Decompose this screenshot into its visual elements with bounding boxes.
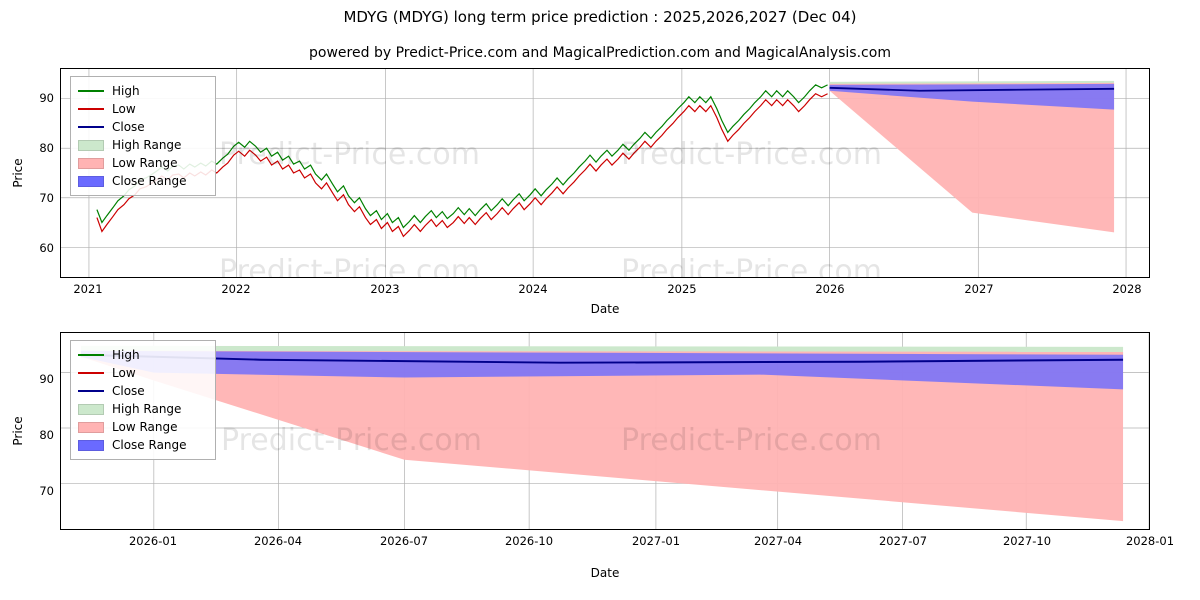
legend-label-low-range: Low Range: [112, 420, 178, 434]
bottom-x-axis-label: Date: [590, 566, 620, 580]
legend-key-close-range-icon: [78, 439, 104, 451]
legend-label-high-range: High Range: [112, 402, 182, 416]
top-xtick-2027: 2027: [964, 282, 994, 296]
bottom-xtick-2027-10: 2027-10: [1002, 534, 1052, 548]
bottom-ytick-90: 90: [39, 372, 54, 386]
legend-key-low-icon: [78, 103, 104, 115]
top-chart-legend: High Low Close High Range Low Range Clos…: [70, 76, 216, 196]
top-chart-plot: [61, 69, 1149, 277]
top-xtick-2026: 2026: [815, 282, 845, 296]
legend-item-close: Close: [78, 382, 207, 400]
legend-item-close-range: Close Range: [78, 172, 207, 190]
legend-label-close-range: Close Range: [112, 174, 187, 188]
legend-key-close-icon: [78, 121, 104, 133]
bottom-xtick-2027-01: 2027-01: [631, 534, 681, 548]
bottom-xtick-2028-01: 2028-01: [1125, 534, 1175, 548]
legend-key-high-range-icon: [78, 403, 104, 415]
legend-item-high: High: [78, 82, 207, 100]
bottom-xtick-2027-07: 2027-07: [878, 534, 928, 548]
page-title: MDYG (MDYG) long term price prediction :…: [343, 8, 857, 26]
legend-item-close: Close: [78, 118, 207, 136]
legend-key-close-icon: [78, 385, 104, 397]
legend-item-close-range: Close Range: [78, 436, 207, 454]
legend-item-high-range: High Range: [78, 400, 207, 418]
legend-item-low: Low: [78, 364, 207, 382]
legend-item-low-range: Low Range: [78, 154, 207, 172]
bottom-chart-legend: High Low Close High Range Low Range Clos…: [70, 340, 216, 460]
top-y-axis-label: Price: [11, 158, 25, 188]
legend-key-close-range-icon: [78, 175, 104, 187]
top-xtick-2028: 2028: [1112, 282, 1142, 296]
legend-label-close: Close: [112, 120, 145, 134]
legend-label-low: Low: [112, 366, 136, 380]
top-xtick-2023: 2023: [370, 282, 400, 296]
bottom-xtick-2026-07: 2026-07: [379, 534, 429, 548]
legend-label-high: High: [112, 84, 140, 98]
legend-label-low: Low: [112, 102, 136, 116]
legend-key-high-range-icon: [78, 139, 104, 151]
bottom-xtick-2026-10: 2026-10: [504, 534, 554, 548]
top-xtick-2025: 2025: [667, 282, 697, 296]
top-xtick-2021: 2021: [73, 282, 103, 296]
top-ytick-80: 80: [39, 141, 54, 155]
top-chart-panel: Predict-Price.com Predict-Price.com Pred…: [60, 68, 1150, 278]
legend-item-high: High: [78, 346, 207, 364]
legend-key-high-icon: [78, 349, 104, 361]
legend-label-high-range: High Range: [112, 138, 182, 152]
bottom-chart-panel: Predict-Price.com Predict-Price.com: [60, 332, 1150, 530]
bottom-ytick-70: 70: [39, 484, 54, 498]
top-ytick-60: 60: [39, 241, 54, 255]
legend-item-low: Low: [78, 100, 207, 118]
legend-key-low-range-icon: [78, 421, 104, 433]
bottom-xtick-2026-04: 2026-04: [253, 534, 303, 548]
top-x-axis-label: Date: [590, 302, 620, 316]
legend-label-close-range: Close Range: [112, 438, 187, 452]
legend-label-low-range: Low Range: [112, 156, 178, 170]
legend-label-close: Close: [112, 384, 145, 398]
top-xtick-2022: 2022: [221, 282, 251, 296]
page-subtitle: powered by Predict-Price.com and Magical…: [309, 45, 891, 61]
bottom-chart-plot: [61, 333, 1149, 529]
legend-key-high-icon: [78, 85, 104, 97]
top-ytick-70: 70: [39, 191, 54, 205]
legend-key-low-range-icon: [78, 157, 104, 169]
legend-label-high: High: [112, 348, 140, 362]
legend-key-low-icon: [78, 367, 104, 379]
top-ytick-90: 90: [39, 91, 54, 105]
bottom-y-axis-label: Price: [11, 416, 25, 446]
bottom-xtick-2027-04: 2027-04: [753, 534, 803, 548]
legend-item-low-range: Low Range: [78, 418, 207, 436]
top-xtick-2024: 2024: [518, 282, 548, 296]
legend-item-high-range: High Range: [78, 136, 207, 154]
bottom-xtick-2026-01: 2026-01: [128, 534, 178, 548]
bottom-ytick-80: 80: [39, 428, 54, 442]
